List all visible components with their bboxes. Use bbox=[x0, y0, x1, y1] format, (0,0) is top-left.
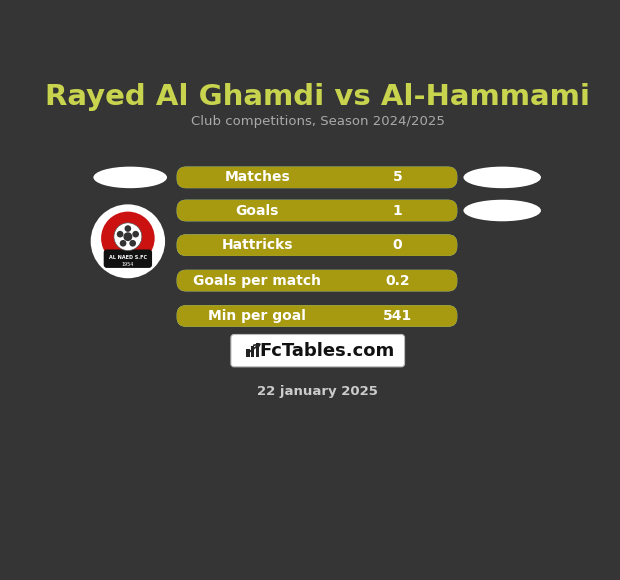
Circle shape bbox=[125, 225, 131, 232]
Text: 1954: 1954 bbox=[122, 262, 134, 267]
FancyBboxPatch shape bbox=[177, 305, 458, 327]
FancyBboxPatch shape bbox=[177, 270, 458, 291]
Text: FcTables.com: FcTables.com bbox=[259, 342, 395, 360]
Bar bbox=[247, 349, 249, 357]
Text: Goals: Goals bbox=[236, 204, 279, 218]
Circle shape bbox=[117, 231, 123, 237]
Text: 22 january 2025: 22 january 2025 bbox=[257, 385, 378, 398]
Text: Goals per match: Goals per match bbox=[193, 274, 321, 288]
FancyBboxPatch shape bbox=[104, 249, 152, 268]
FancyBboxPatch shape bbox=[177, 200, 458, 222]
Ellipse shape bbox=[114, 223, 142, 251]
Circle shape bbox=[123, 232, 132, 241]
FancyBboxPatch shape bbox=[177, 305, 458, 327]
Text: 0: 0 bbox=[393, 238, 402, 252]
FancyBboxPatch shape bbox=[177, 166, 458, 188]
FancyBboxPatch shape bbox=[177, 166, 458, 188]
Circle shape bbox=[120, 240, 126, 246]
Text: Matches: Matches bbox=[224, 171, 290, 184]
FancyBboxPatch shape bbox=[177, 200, 458, 222]
Text: Club competitions, Season 2024/2025: Club competitions, Season 2024/2025 bbox=[191, 115, 445, 128]
Text: Min per goal: Min per goal bbox=[208, 309, 306, 323]
FancyBboxPatch shape bbox=[177, 234, 458, 256]
Bar bbox=[251, 346, 254, 357]
Ellipse shape bbox=[94, 166, 167, 188]
FancyBboxPatch shape bbox=[177, 270, 458, 291]
FancyBboxPatch shape bbox=[177, 234, 458, 256]
Text: 5: 5 bbox=[392, 171, 402, 184]
Text: 1: 1 bbox=[392, 204, 402, 218]
Circle shape bbox=[101, 212, 154, 265]
Text: Hattricks: Hattricks bbox=[221, 238, 293, 252]
FancyBboxPatch shape bbox=[231, 335, 404, 367]
Ellipse shape bbox=[463, 200, 541, 222]
Circle shape bbox=[91, 204, 165, 278]
Text: AL NAED S.FC: AL NAED S.FC bbox=[109, 255, 147, 260]
Text: 541: 541 bbox=[383, 309, 412, 323]
Text: 0.2: 0.2 bbox=[385, 274, 410, 288]
Ellipse shape bbox=[463, 166, 541, 188]
Circle shape bbox=[132, 231, 139, 237]
Text: Rayed Al Ghamdi vs Al-Hammami: Rayed Al Ghamdi vs Al-Hammami bbox=[45, 82, 590, 111]
Circle shape bbox=[130, 240, 136, 246]
Bar bbox=[255, 343, 259, 357]
